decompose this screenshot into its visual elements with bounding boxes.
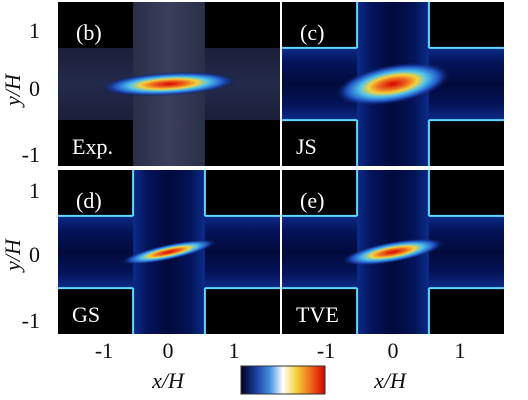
panel-label: TVE — [296, 302, 339, 327]
y-axis-label: y/H — [0, 238, 25, 273]
heatmap-panel: (c) JS — [282, 2, 504, 166]
x-axis-label: x/H — [373, 368, 407, 393]
y-tick-label: 0 — [29, 242, 40, 267]
panel-tag: (c) — [300, 20, 324, 45]
y-tick-label: -1 — [22, 142, 40, 167]
heatmap-panel: (e) TVE — [282, 170, 504, 334]
y-tick-label: 0 — [29, 76, 40, 101]
panel-label: GS — [72, 302, 100, 327]
x-tick-label: -1 — [95, 338, 113, 363]
panel-label: Exp. — [72, 134, 113, 159]
stress-region — [100, 71, 238, 97]
stress-region — [341, 238, 445, 266]
colorbar — [240, 365, 326, 395]
x-tick-label: 0 — [388, 338, 399, 363]
x-tick-label: -1 — [317, 338, 335, 363]
stress-region — [121, 239, 217, 265]
y-axis-label: y/H — [0, 73, 25, 108]
x-tick-label: 0 — [163, 338, 174, 363]
stress-region — [335, 62, 451, 106]
x-tick-label: 1 — [229, 338, 240, 363]
panels: (b) Exp. (c) JS (d) GS (e) TVE — [58, 2, 504, 334]
panel-tag: (d) — [76, 188, 102, 213]
y-tick-label: 1 — [29, 178, 40, 203]
x-axis-label: x/H — [151, 368, 185, 393]
x-tick-label: 1 — [455, 338, 466, 363]
heatmap-panel: (b) Exp. — [58, 2, 280, 166]
y-tick-label: -1 — [22, 308, 40, 333]
y-tick-label: 1 — [29, 18, 40, 43]
panel-label: JS — [296, 134, 317, 159]
axes: 1 0 -1 1 0 -1 y/H y/H -1 0 1 -1 0 1 x/H … — [0, 18, 466, 393]
panel-tag: (e) — [300, 188, 324, 213]
heatmap-panel: (d) GS — [58, 170, 280, 334]
panel-tag: (b) — [76, 20, 102, 45]
